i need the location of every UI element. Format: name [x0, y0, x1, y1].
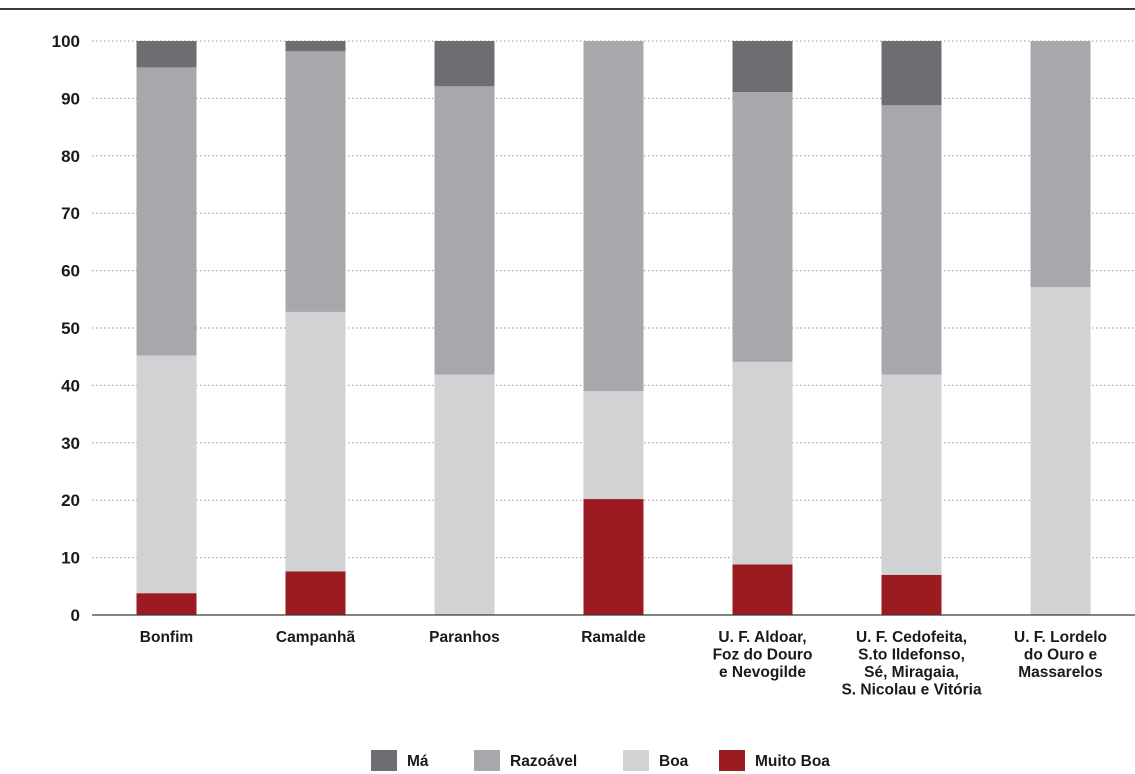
y-tick-label: 60	[61, 262, 80, 281]
bar-segment	[732, 361, 793, 565]
y-axis: 0 10 20 30 40 50 60 70 80 90 100	[52, 32, 80, 625]
bar-segment	[136, 67, 197, 356]
x-category-label: Campanhã	[276, 629, 356, 646]
bar-segment	[285, 311, 346, 572]
x-category-label: Ramalde	[581, 629, 646, 646]
bar-segment	[881, 374, 942, 575]
bar-segment	[434, 86, 495, 375]
x-category-label: Sé, Miragaia,	[864, 664, 959, 681]
x-category-label: S.to Ildefonso,	[858, 647, 965, 664]
x-category-label: U. F. Lordelo	[1014, 629, 1107, 646]
legend: Má Razoável Boa Muito Boa	[371, 750, 830, 771]
legend-swatch	[623, 750, 649, 771]
bar-segment	[881, 574, 942, 615]
legend-label: Boa	[659, 753, 689, 770]
bar-segment	[136, 41, 197, 68]
y-tick-label: 80	[61, 147, 80, 166]
bar-segment	[583, 41, 644, 392]
bar-segment	[732, 41, 793, 93]
y-tick-label: 50	[61, 319, 80, 338]
x-category-label: do Ouro e	[1024, 647, 1098, 664]
bar-segment	[136, 355, 197, 594]
y-tick-label: 0	[71, 606, 80, 625]
y-tick-label: 90	[61, 89, 80, 108]
bar-segment	[285, 571, 346, 615]
legend-swatch	[371, 750, 397, 771]
legend-swatch	[719, 750, 745, 771]
y-tick-label: 100	[52, 32, 80, 51]
legend-swatch	[474, 750, 500, 771]
bar-segment	[1030, 287, 1091, 615]
legend-label: Muito Boa	[755, 753, 830, 770]
y-tick-label: 30	[61, 434, 80, 453]
bar-segment	[881, 41, 942, 106]
bar-segment	[732, 564, 793, 615]
y-tick-label: 70	[61, 204, 80, 223]
bar-segment	[136, 593, 197, 615]
bar-segment	[1030, 41, 1091, 288]
x-category-label: S. Nicolau e Vitória	[841, 682, 982, 699]
bar-segment	[583, 499, 644, 615]
bar-segment	[881, 105, 942, 375]
bars	[136, 41, 1091, 615]
x-category-label: Paranhos	[429, 629, 500, 646]
bar-segment	[583, 391, 644, 500]
y-tick-label: 10	[61, 549, 80, 568]
x-category-label: U. F. Cedofeita,	[856, 629, 967, 646]
legend-label: Razoável	[510, 753, 577, 770]
x-category-label: Foz do Douro	[713, 647, 813, 664]
x-axis: Bonfim Campanhã Paranhos Ramalde U. F. Aldoa…	[140, 629, 1107, 699]
x-category-label: U. F. Aldoar,	[718, 629, 806, 646]
bar-segment	[732, 92, 793, 362]
x-category-label: e Nevogilde	[719, 664, 806, 681]
bar-segment	[434, 374, 495, 615]
y-tick-label: 40	[61, 376, 80, 395]
bar-segment	[434, 41, 495, 87]
bar-segment	[285, 41, 346, 52]
bar-segment	[285, 51, 346, 312]
x-category-label: Massarelos	[1018, 664, 1102, 681]
y-tick-label: 20	[61, 491, 80, 510]
x-category-label: Bonfim	[140, 629, 193, 646]
legend-label: Má	[407, 753, 429, 770]
